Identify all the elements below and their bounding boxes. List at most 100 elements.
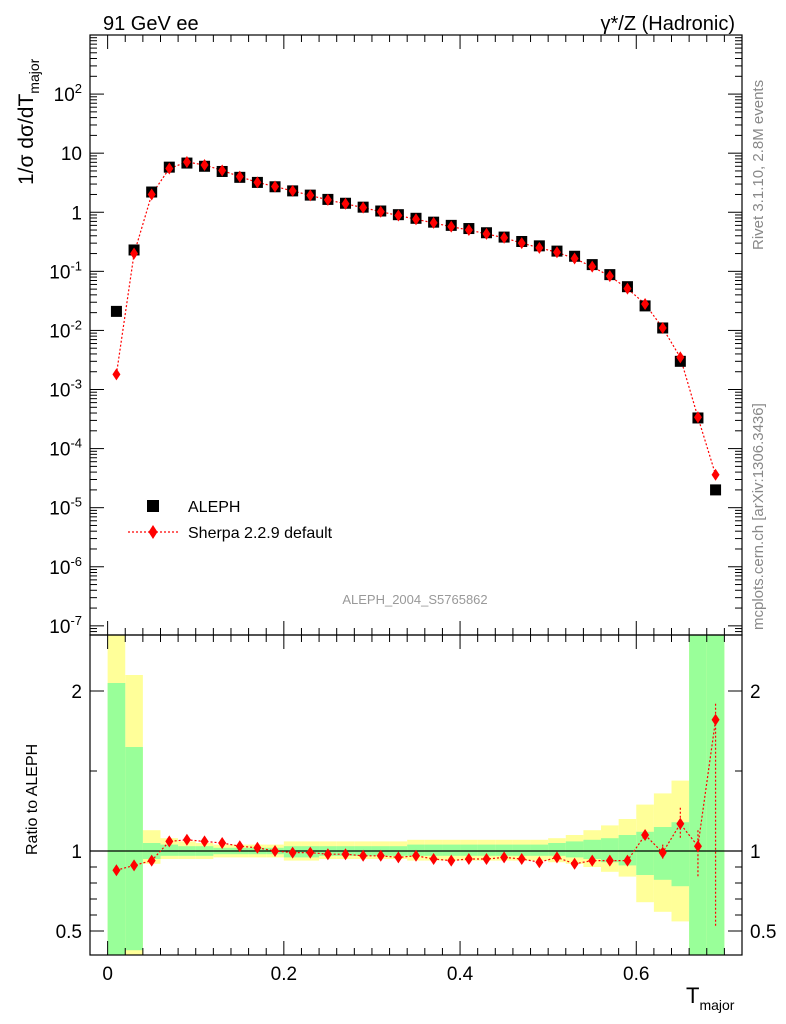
ratio-mc-point [359, 849, 368, 862]
mc-point [429, 216, 438, 229]
main-ytick-label: 10-7 [49, 613, 82, 638]
ratio-inner-band-bin [548, 843, 566, 856]
ratio-ytick-label-right: 2 [750, 682, 761, 703]
ratio-mc-point [218, 837, 227, 849]
ratio-ytick-label-right: 0.5 [750, 922, 776, 943]
main-axes: 10-7 10-6 10-5 10-4 10-3 10-2 10-1 1 10 102 [49, 34, 743, 638]
ratio-mc-point [288, 846, 297, 859]
ratio-mc-point [147, 854, 156, 867]
ratio-mc-point [464, 853, 473, 865]
mc-point [676, 351, 685, 364]
ratio-inner-band-bin [583, 839, 602, 859]
mc-point [235, 170, 244, 183]
ratio-inner-band-bin [495, 844, 513, 856]
ratio-inner-band-bin [424, 844, 443, 856]
ratio-mc-point [341, 848, 350, 861]
main-ytick-label: 10-4 [49, 436, 82, 461]
ratio-frame [89, 634, 743, 956]
ratio-mc-point [447, 854, 456, 867]
source-label: mcplots.cern.ch [arXiv:1306.3436] [750, 403, 767, 630]
ratio-mc-point [271, 845, 280, 857]
mc-point [253, 176, 262, 189]
mc-point [517, 237, 526, 250]
ratio-mc-point [200, 835, 209, 848]
ratio-mc-point [376, 849, 385, 862]
mc-point [605, 270, 614, 283]
mc-point [306, 189, 315, 202]
main-ytick-label: 1 [71, 203, 82, 224]
main-frame [89, 34, 743, 636]
header-right-label: γ*/Z (Hadronic) [601, 13, 735, 35]
ratio-inner-band-bin [636, 831, 654, 875]
ratio-mc-point [112, 864, 121, 877]
ratio-marks [112, 703, 720, 928]
ratio-mc-point [658, 846, 667, 859]
ratio-inner-band-bin [512, 844, 531, 856]
legend: ALEPH Sherpa 2.2.9 default [128, 499, 333, 542]
ratio-inner-band-bin [107, 683, 126, 955]
ratio-xlabel: Tmajor [686, 983, 735, 1013]
mc-point [588, 260, 597, 273]
main-ylabel: 1/σ dσ/dTmajor [15, 58, 42, 185]
ratio-mc-point [641, 829, 650, 841]
ratio-mc-point [570, 857, 579, 870]
rivet-label: Rivet 3.1.10, 2.8M events [750, 80, 767, 250]
mc-point [412, 213, 420, 226]
legend-data-label: ALEPH [188, 499, 240, 516]
mc-point [447, 220, 456, 233]
ratio-ytick-label-right: 1 [750, 842, 761, 863]
mc-point [147, 188, 156, 201]
mc-point [552, 246, 561, 259]
ratio-xtick-label: 0 [102, 964, 113, 985]
ratio-axes: 0.5 0.5 1 1 2 2 0 0.2 0.4 0.6 [56, 634, 776, 985]
ratio-inner-band-bin [671, 822, 690, 887]
ratio-mc-point [182, 833, 191, 846]
ratio-inner-band-bin [530, 844, 549, 856]
ratio-mc-point [517, 853, 526, 865]
ratio-mc-point [588, 854, 597, 867]
ratio-mc-point [130, 859, 139, 872]
ratio-mc-point [535, 856, 544, 869]
mc-point [341, 197, 350, 210]
ratio-uncertainty-bands [107, 635, 725, 955]
ratio-mc-point [623, 854, 632, 867]
ratio-xtick-label: 0.6 [623, 964, 649, 985]
ratio-xtick-label: 0.2 [271, 964, 297, 985]
mc-point [482, 227, 491, 240]
ratio-inner-band-bin [706, 635, 725, 955]
ratio-ytick-label: 2 [71, 682, 82, 703]
main-ytick-label: 102 [54, 81, 82, 106]
ratio-inner-band-bin [477, 844, 496, 856]
mc-point [570, 252, 579, 265]
mc-point [535, 241, 544, 254]
ratio-mc-point [235, 840, 244, 853]
mc-point [200, 159, 209, 172]
ratio-mc-line [116, 719, 717, 871]
ratio-mc-point [552, 851, 561, 864]
data-point [110, 305, 122, 317]
main-ytick-label: 10-3 [49, 377, 82, 402]
ratio-ytick-label: 1 [71, 842, 82, 863]
mc-series-line [115, 161, 717, 475]
ratio-mc-point [693, 840, 702, 853]
ratio-mc-point [429, 853, 438, 865]
ratio-inner-band-bin [601, 838, 619, 863]
ratio-mc-point [711, 713, 720, 726]
analysis-id-label: ALEPH_2004_S5765862 [342, 592, 487, 607]
main-ytick-label: 10-1 [49, 258, 82, 283]
ratio-mc-point [412, 849, 420, 862]
mc-point [359, 201, 368, 214]
mc-point [112, 368, 121, 381]
main-ytick-label: 10-6 [49, 554, 82, 579]
legend-mc-label: Sherpa 2.2.9 default [188, 525, 333, 542]
ratio-mc-point [394, 851, 403, 864]
mc-point [464, 224, 473, 237]
ratio-inner-band-bin [125, 747, 143, 951]
ratio-mc-point [253, 841, 262, 854]
ratio-inner-band-bin [442, 844, 461, 856]
ratio-mc-point [500, 851, 509, 864]
ratio-mc-point [165, 835, 174, 848]
ratio-mc-point [306, 846, 315, 859]
